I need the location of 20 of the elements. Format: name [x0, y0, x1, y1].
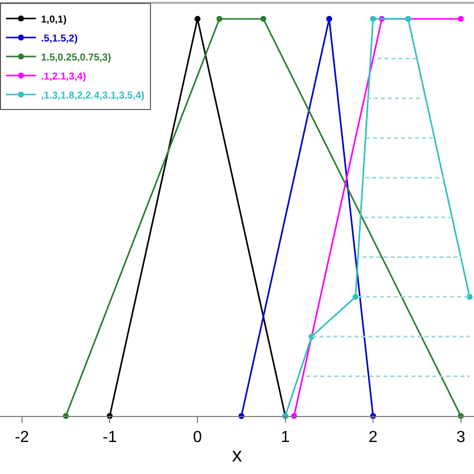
x-tick-label: -1 [102, 429, 117, 446]
point [352, 294, 358, 300]
legend-label: .1,2.1,3,4) [41, 71, 86, 82]
point [260, 16, 266, 22]
point [405, 16, 412, 22]
point [326, 16, 332, 22]
x-tick-label: 2 [368, 429, 378, 446]
legend-label: 1.5,0.25,0.75,3) [41, 52, 112, 64]
point [370, 16, 376, 22]
point [194, 16, 200, 22]
x-axis-title: x [232, 444, 242, 467]
point [216, 16, 222, 22]
legend-label: .5,1.5,2) [41, 33, 78, 44]
legend-label: ,1.3,1.8,2,2.4,3.1,3.5,4) [41, 90, 144, 102]
x-tick-label: 3 [456, 429, 466, 446]
point [458, 16, 464, 22]
legend-label: 1,0,1) [41, 14, 67, 26]
x-tick-label: 0 [193, 429, 202, 446]
x-tick-label: 1 [280, 429, 290, 446]
x-tick-label: -2 [14, 429, 30, 446]
